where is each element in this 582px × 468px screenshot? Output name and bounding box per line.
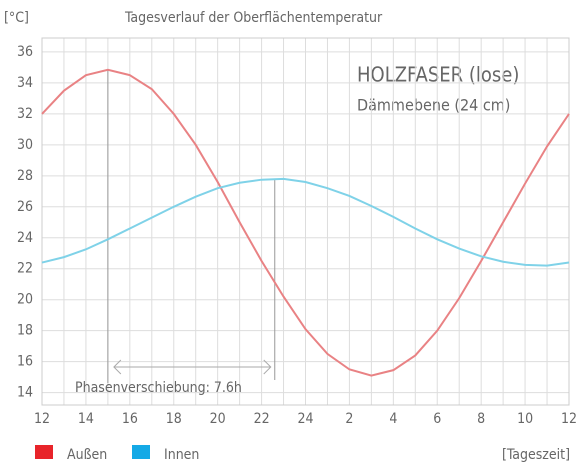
chart-title: Tagesverlauf der Oberflächentemperatur xyxy=(124,10,383,26)
legend-label: Innen xyxy=(164,447,199,463)
y-tick-label: 34 xyxy=(17,75,33,91)
annotation: Dämmebene (24 cm) xyxy=(357,96,510,115)
x-tick-label: 16 xyxy=(122,411,138,427)
x-tick-label: 4 xyxy=(389,411,397,427)
y-tick-label: 26 xyxy=(17,199,33,215)
x-tick-label: 24 xyxy=(297,411,313,427)
y-tick-label: 36 xyxy=(17,44,33,60)
x-tick-label: 10 xyxy=(517,411,533,427)
x-tick-label: 22 xyxy=(254,411,270,427)
phase-arrow xyxy=(113,359,272,375)
x-tick-label: 12 xyxy=(561,411,577,427)
y-tick-label: 28 xyxy=(17,168,33,184)
y-tick-label: 16 xyxy=(17,354,33,370)
plot-frame xyxy=(41,37,570,406)
y-tick-label: 24 xyxy=(17,230,33,246)
y-tick-label: 22 xyxy=(17,261,33,277)
x-tick-label: 6 xyxy=(433,411,441,427)
x-tick-label: 14 xyxy=(78,411,94,427)
y-tick-label: 20 xyxy=(17,292,33,308)
x-axis-label: [Tageszeit] xyxy=(502,447,570,463)
legend-swatch xyxy=(132,445,150,459)
y-tick-label: 30 xyxy=(17,137,33,153)
x-tick-label: 8 xyxy=(477,411,485,427)
x-tick-label: 20 xyxy=(210,411,226,427)
x-tick-label: 18 xyxy=(166,411,182,427)
phase-label: Phasenverschiebung: 7.6h xyxy=(75,380,242,396)
y-axis-label: [°C] xyxy=(4,10,29,26)
y-tick-label: 18 xyxy=(17,323,33,339)
legend-swatch xyxy=(35,445,53,459)
series-line xyxy=(41,68,570,377)
y-tick-label: 32 xyxy=(17,106,33,122)
x-tick-label: 12 xyxy=(34,411,50,427)
series-line xyxy=(41,177,570,267)
y-tick-label: 14 xyxy=(17,385,33,401)
legend-label: Außen xyxy=(67,447,107,463)
x-tick-label: 2 xyxy=(345,411,353,427)
